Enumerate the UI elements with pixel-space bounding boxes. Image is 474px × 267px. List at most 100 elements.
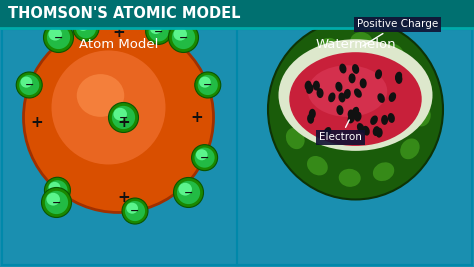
Ellipse shape: [348, 73, 356, 83]
Ellipse shape: [354, 88, 362, 98]
Text: −: −: [54, 33, 63, 42]
Ellipse shape: [286, 128, 305, 149]
Ellipse shape: [173, 28, 187, 41]
Ellipse shape: [383, 44, 404, 63]
Text: Atom Model: Atom Model: [79, 37, 158, 50]
Ellipse shape: [292, 60, 311, 80]
Ellipse shape: [45, 177, 71, 203]
Text: +: +: [117, 190, 130, 205]
Text: Watermelon: Watermelon: [315, 37, 396, 50]
Ellipse shape: [44, 22, 73, 53]
Ellipse shape: [347, 114, 355, 123]
Ellipse shape: [395, 72, 402, 81]
Ellipse shape: [19, 75, 39, 95]
Ellipse shape: [125, 201, 145, 221]
Text: −: −: [154, 26, 164, 36]
Ellipse shape: [324, 127, 331, 136]
Ellipse shape: [344, 89, 351, 99]
Ellipse shape: [16, 72, 42, 98]
Ellipse shape: [150, 23, 162, 34]
Ellipse shape: [308, 65, 387, 117]
Ellipse shape: [360, 78, 367, 88]
Ellipse shape: [42, 187, 72, 218]
Ellipse shape: [389, 92, 396, 102]
Ellipse shape: [335, 82, 343, 92]
Ellipse shape: [355, 112, 362, 122]
Ellipse shape: [148, 21, 169, 41]
Ellipse shape: [48, 28, 62, 41]
Ellipse shape: [377, 93, 385, 103]
Ellipse shape: [280, 92, 298, 115]
Ellipse shape: [357, 123, 365, 133]
Ellipse shape: [309, 109, 316, 119]
Ellipse shape: [113, 108, 127, 121]
Ellipse shape: [305, 81, 312, 91]
Ellipse shape: [45, 191, 68, 214]
Ellipse shape: [376, 128, 383, 138]
Ellipse shape: [347, 109, 355, 119]
Ellipse shape: [317, 38, 338, 57]
Ellipse shape: [178, 183, 192, 195]
Ellipse shape: [177, 181, 200, 204]
Ellipse shape: [279, 39, 432, 151]
Ellipse shape: [109, 103, 138, 132]
Ellipse shape: [77, 74, 124, 117]
Ellipse shape: [198, 75, 218, 95]
Ellipse shape: [73, 15, 99, 41]
Ellipse shape: [168, 22, 199, 53]
Ellipse shape: [199, 77, 211, 88]
Text: −: −: [25, 80, 34, 90]
Text: +: +: [112, 25, 125, 40]
Ellipse shape: [196, 149, 208, 160]
Text: −: −: [82, 23, 91, 33]
Ellipse shape: [306, 84, 313, 94]
Ellipse shape: [122, 198, 148, 224]
Ellipse shape: [413, 104, 431, 127]
Ellipse shape: [49, 182, 60, 193]
Ellipse shape: [328, 92, 336, 102]
Ellipse shape: [307, 156, 328, 175]
Ellipse shape: [339, 169, 361, 187]
Ellipse shape: [173, 178, 203, 207]
Ellipse shape: [352, 64, 359, 74]
Ellipse shape: [77, 20, 89, 31]
Ellipse shape: [195, 72, 221, 98]
Ellipse shape: [395, 74, 402, 84]
Ellipse shape: [338, 92, 346, 103]
Ellipse shape: [307, 114, 314, 124]
Ellipse shape: [47, 26, 70, 49]
Ellipse shape: [352, 107, 359, 116]
Ellipse shape: [339, 64, 346, 73]
Ellipse shape: [20, 77, 32, 88]
Text: THOMSON'S ATOMIC MODEL: THOMSON'S ATOMIC MODEL: [8, 6, 240, 22]
Ellipse shape: [363, 126, 370, 136]
Ellipse shape: [52, 50, 165, 164]
Text: −: −: [119, 112, 128, 123]
Ellipse shape: [375, 69, 382, 79]
Text: −: −: [53, 185, 62, 195]
Text: +: +: [30, 115, 43, 130]
FancyBboxPatch shape: [0, 0, 474, 28]
Ellipse shape: [126, 203, 138, 214]
Text: +: +: [117, 115, 130, 130]
Text: Positive Charge: Positive Charge: [357, 19, 438, 46]
Ellipse shape: [289, 52, 422, 146]
Ellipse shape: [406, 70, 425, 91]
Ellipse shape: [146, 18, 172, 44]
Ellipse shape: [373, 126, 380, 136]
Ellipse shape: [337, 105, 344, 115]
Text: −: −: [130, 206, 140, 216]
Ellipse shape: [400, 139, 419, 159]
Ellipse shape: [373, 162, 394, 181]
Ellipse shape: [313, 81, 320, 91]
Ellipse shape: [112, 106, 135, 129]
Text: −: −: [203, 80, 212, 90]
Ellipse shape: [172, 26, 195, 49]
Text: −: −: [200, 153, 210, 163]
Text: −: −: [184, 187, 193, 198]
Ellipse shape: [47, 180, 67, 200]
Ellipse shape: [350, 32, 372, 50]
Ellipse shape: [76, 18, 96, 38]
Ellipse shape: [388, 113, 395, 123]
Ellipse shape: [24, 22, 213, 213]
